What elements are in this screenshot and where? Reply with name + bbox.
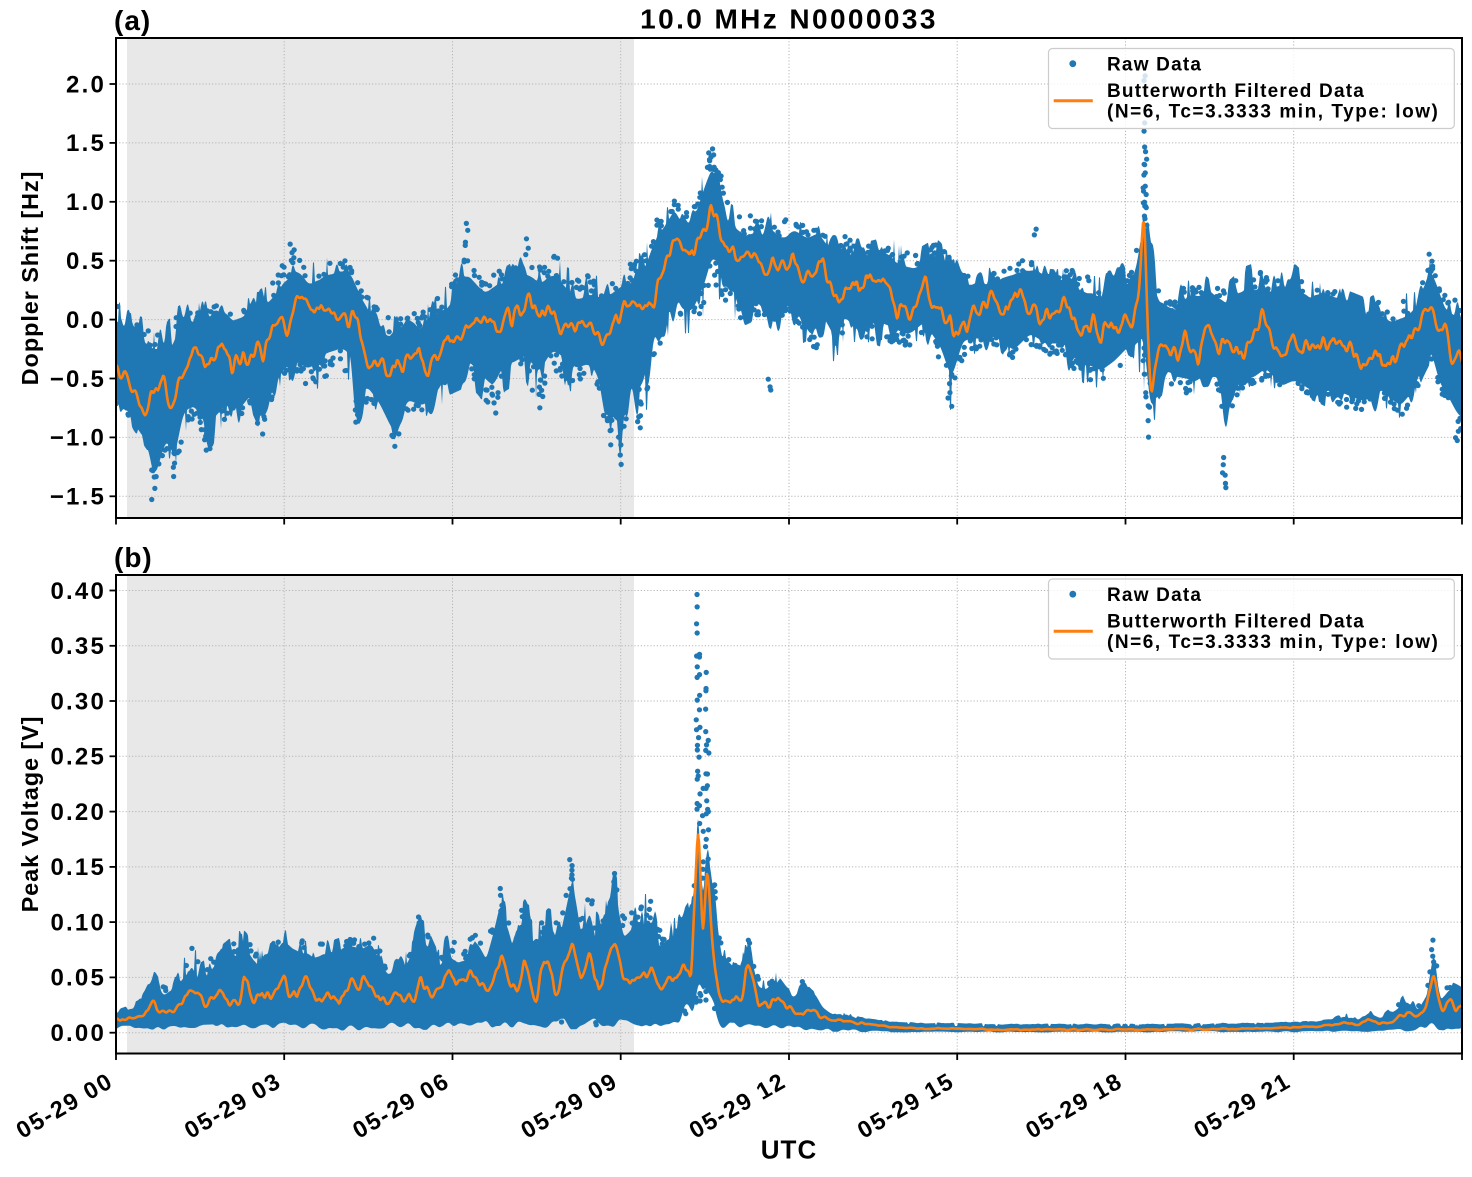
svg-text:0.00: 0.00	[50, 1020, 106, 1047]
svg-text:−1.0: −1.0	[50, 425, 106, 452]
svg-text:Raw Data: Raw Data	[1107, 55, 1202, 76]
svg-text:0.5: 0.5	[66, 248, 106, 275]
svg-text:0.25: 0.25	[50, 744, 106, 771]
svg-text:Butterworth Filtered Data: Butterworth Filtered Data	[1107, 612, 1365, 633]
svg-text:10.0 MHz N0000033: 10.0 MHz N0000033	[640, 4, 938, 35]
svg-text:0.30: 0.30	[50, 688, 106, 715]
svg-text:−1.5: −1.5	[50, 484, 106, 511]
svg-text:Doppler Shift [Hz]: Doppler Shift [Hz]	[17, 171, 43, 386]
svg-text:0.40: 0.40	[50, 578, 106, 605]
svg-text:1.0: 1.0	[66, 189, 106, 216]
svg-text:−0.5: −0.5	[50, 366, 106, 393]
svg-text:1.5: 1.5	[66, 130, 106, 157]
svg-text:0.10: 0.10	[50, 909, 106, 936]
svg-text:Raw Data: Raw Data	[1107, 585, 1202, 606]
svg-text:0.20: 0.20	[50, 799, 106, 826]
svg-text:0.35: 0.35	[50, 633, 106, 660]
svg-text:(b): (b)	[114, 542, 153, 573]
svg-text:UTC: UTC	[761, 1135, 817, 1165]
svg-text:(N=6, Tc=3.3333 min, Type: low: (N=6, Tc=3.3333 min, Type: low)	[1107, 632, 1439, 653]
svg-text:2.0: 2.0	[66, 71, 106, 98]
svg-text:Butterworth Filtered Data: Butterworth Filtered Data	[1107, 81, 1365, 102]
svg-text:0.05: 0.05	[50, 965, 106, 992]
svg-text:0.15: 0.15	[50, 854, 106, 881]
svg-text:(a): (a)	[114, 5, 151, 36]
svg-text:(N=6, Tc=3.3333 min, Type: low: (N=6, Tc=3.3333 min, Type: low)	[1107, 101, 1439, 122]
svg-text:Peak Voltage [V]: Peak Voltage [V]	[17, 716, 43, 913]
svg-text:0.0: 0.0	[66, 307, 106, 334]
